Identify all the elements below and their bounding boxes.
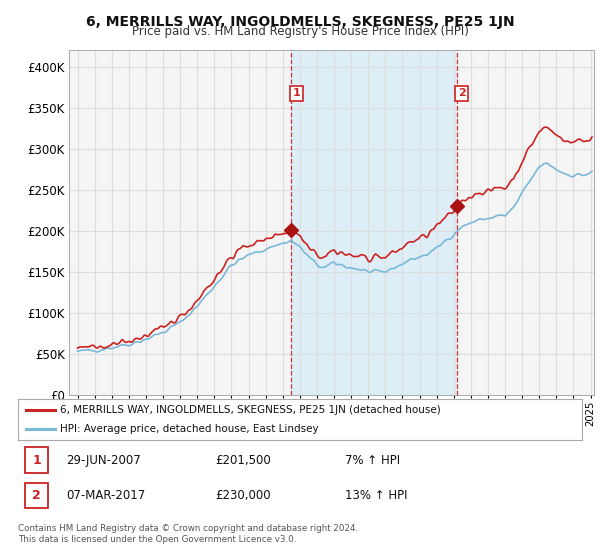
Text: HPI: Average price, detached house, East Lindsey: HPI: Average price, detached house, East… xyxy=(60,424,319,433)
Text: 29-JUN-2007: 29-JUN-2007 xyxy=(66,454,140,466)
Text: 2: 2 xyxy=(458,88,466,99)
Text: 2: 2 xyxy=(32,488,41,502)
FancyBboxPatch shape xyxy=(25,483,49,507)
Text: 6, MERRILLS WAY, INGOLDMELLS, SKEGNESS, PE25 1JN: 6, MERRILLS WAY, INGOLDMELLS, SKEGNESS, … xyxy=(86,15,514,29)
Text: £201,500: £201,500 xyxy=(215,454,271,466)
Text: 1: 1 xyxy=(293,88,301,99)
Text: 6, MERRILLS WAY, INGOLDMELLS, SKEGNESS, PE25 1JN (detached house): 6, MERRILLS WAY, INGOLDMELLS, SKEGNESS, … xyxy=(60,405,441,415)
Text: 7% ↑ HPI: 7% ↑ HPI xyxy=(345,454,400,466)
Text: £230,000: £230,000 xyxy=(215,488,271,502)
FancyBboxPatch shape xyxy=(25,447,49,473)
Text: 07-MAR-2017: 07-MAR-2017 xyxy=(66,488,145,502)
Text: 1: 1 xyxy=(32,454,41,466)
Text: Contains HM Land Registry data © Crown copyright and database right 2024.
This d: Contains HM Land Registry data © Crown c… xyxy=(18,524,358,544)
Text: 13% ↑ HPI: 13% ↑ HPI xyxy=(345,488,407,502)
Text: Price paid vs. HM Land Registry's House Price Index (HPI): Price paid vs. HM Land Registry's House … xyxy=(131,25,469,38)
Bar xyxy=(292,50,457,395)
